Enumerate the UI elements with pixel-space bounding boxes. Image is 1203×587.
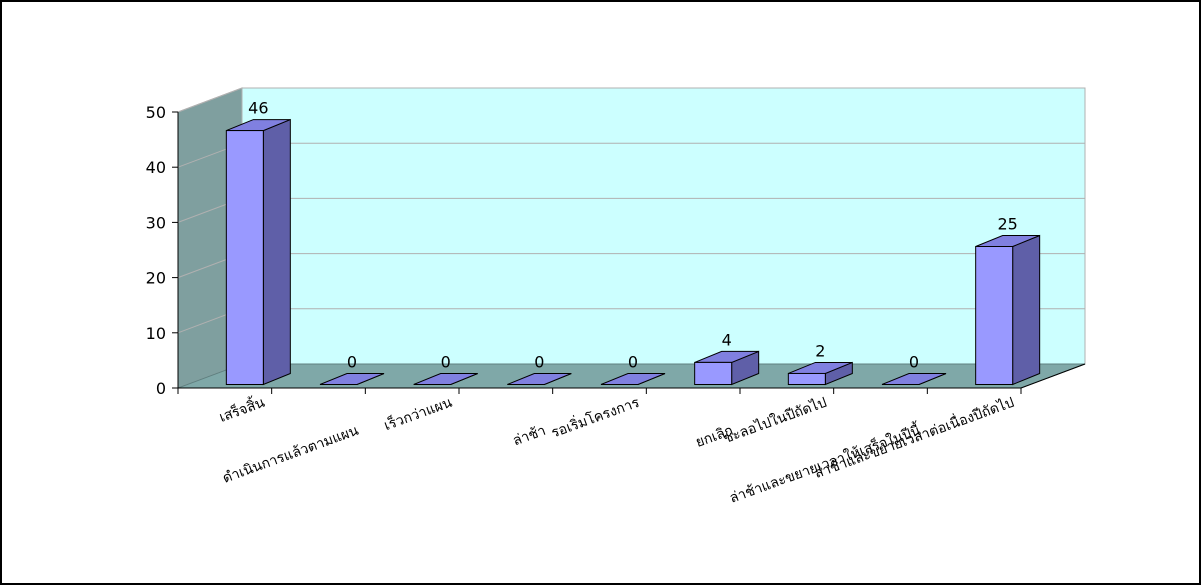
bar-top [600,373,666,385]
bar-side [262,118,291,386]
bar [694,350,760,386]
bar [319,373,385,385]
y-tick-label: 50 [146,103,166,122]
y-tick-label: 20 [146,269,166,288]
bar-front [975,246,1014,385]
data-label: 0 [347,353,357,372]
data-labels: 46 0 0 0 0 4 2 0 25 [248,99,1018,372]
y-tick-label: 10 [146,324,166,343]
data-label: 25 [997,215,1017,234]
bar-front [225,130,264,385]
data-label: 46 [248,99,268,118]
data-label: 2 [815,341,825,360]
bar-front [694,361,733,386]
bar-front [787,372,826,385]
floor-right-edge [1020,363,1086,389]
back-wall [241,87,1086,365]
y-tick-label: 0 [156,379,166,398]
bar [975,234,1041,386]
data-label: 0 [534,353,544,372]
bar [881,373,947,385]
gridline [177,87,1085,113]
data-label: 0 [441,353,451,372]
plot-walls [177,87,1086,389]
bar [600,373,666,385]
bar [413,373,478,385]
data-label: 0 [909,353,919,372]
bar-top [413,373,478,385]
bar [225,118,291,386]
bar [787,361,853,386]
bars [225,118,1041,386]
bar-top [507,373,572,385]
y-tick-label: 30 [146,213,166,232]
bar-top [319,373,385,385]
data-label: 0 [628,353,638,372]
bar [507,373,572,385]
data-label: 4 [722,330,732,349]
bar-side [1012,234,1041,386]
bar-top [881,373,947,385]
y-tick-label: 40 [146,158,166,177]
